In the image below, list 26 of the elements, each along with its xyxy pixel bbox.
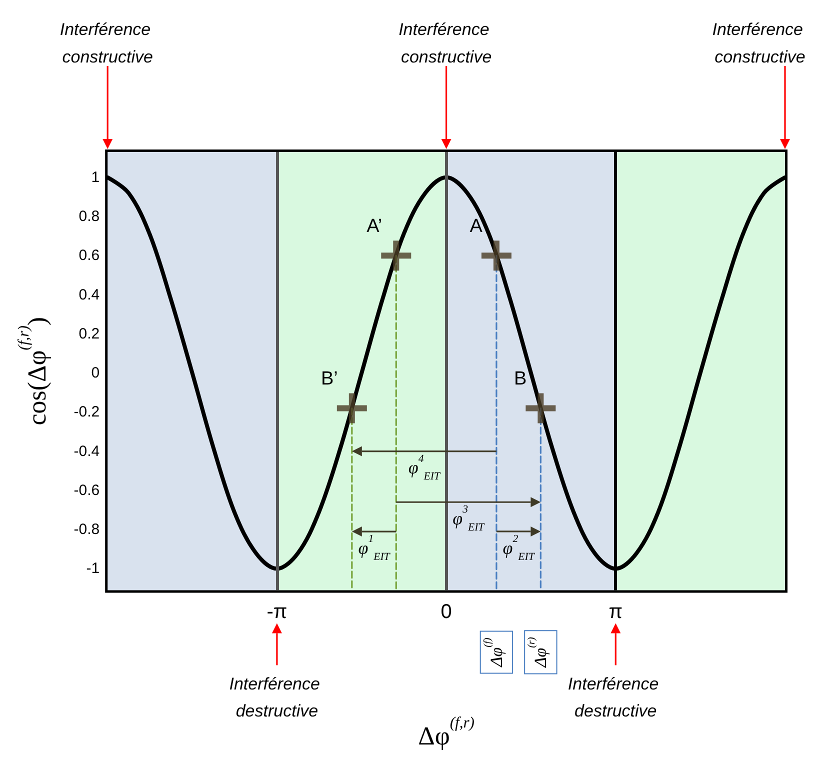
text: Interférence constructive <box>398 20 494 66</box>
y-tick-label: -1 <box>86 560 100 578</box>
text: Interférence destructive <box>229 674 325 720</box>
annotation: Δφ(f) <box>482 637 506 668</box>
y-axis-title: cos(Δφ(f,r)) <box>16 316 52 426</box>
annotation: Δφ(r) <box>526 636 550 668</box>
y-tick-label: -0.2 <box>74 404 100 421</box>
y-tick-label: 0.8 <box>78 208 100 226</box>
x-tick-label: -π <box>266 601 288 624</box>
y-tick-label: 1 <box>91 168 100 186</box>
y-tick-label: -0.4 <box>74 442 100 460</box>
x-tick-label: 0 <box>440 601 452 624</box>
annotation: A <box>470 216 483 237</box>
y-tick-label: 0.4 <box>78 286 100 304</box>
x-tick-label: π <box>608 601 623 624</box>
text: Interférence constructive <box>60 20 156 66</box>
annotation: B’ <box>321 368 338 390</box>
text: Interférence destructive <box>568 674 664 720</box>
y-tick-label: 0.6 <box>78 247 100 264</box>
text: Interférence constructive <box>712 20 808 66</box>
y-tick-label: 0 <box>91 364 100 382</box>
y-tick-label: -0.6 <box>74 482 100 499</box>
y-tick-label: 0.2 <box>78 325 100 342</box>
annotation: B <box>514 368 527 390</box>
annotation: A’ <box>366 216 382 237</box>
y-tick-label: -0.8 <box>74 521 100 538</box>
